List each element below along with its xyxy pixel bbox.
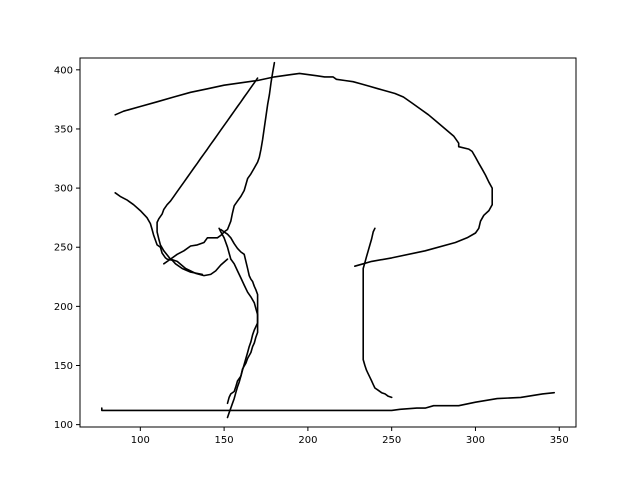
y-tick-label: 250 (54, 243, 73, 254)
plot-frame (79, 57, 577, 428)
x-tick-label: 300 (466, 435, 485, 446)
x-tick-label: 150 (215, 435, 234, 446)
series-line-2 (101, 391, 555, 412)
x-tick-label: 250 (382, 435, 401, 446)
series-layer (101, 61, 555, 419)
x-tick-label: 350 (550, 435, 569, 446)
x-tick-label: 100 (131, 435, 150, 446)
series-line-7 (114, 72, 493, 267)
x-tick-label: 200 (298, 435, 317, 446)
y-tick-label: 300 (54, 184, 73, 195)
series-line-5 (156, 77, 259, 277)
series-line-6 (218, 227, 259, 405)
y-tick-label: 400 (54, 65, 73, 76)
y-tick-label: 150 (54, 361, 73, 372)
y-axis: 100 150 200 250 300 350 400 (54, 65, 80, 431)
y-tick-label: 200 (54, 302, 73, 313)
y-tick-label: 350 (54, 124, 73, 135)
series-line-1 (163, 61, 276, 265)
series-line-3 (114, 192, 204, 276)
y-tick-label: 100 (54, 420, 73, 431)
x-axis: 100 150 200 250 300 350 (131, 427, 569, 446)
series-line-8 (362, 227, 393, 399)
